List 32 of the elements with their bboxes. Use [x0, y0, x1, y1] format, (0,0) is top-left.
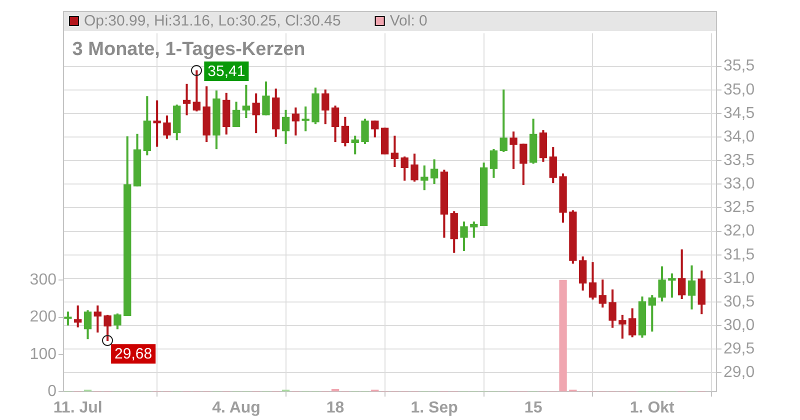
y-tick-label: 31,0 — [724, 270, 755, 287]
x-tick-label: 15 — [524, 400, 542, 417]
x-tick-label: 18 — [326, 400, 344, 417]
y2-tick-label: 100 — [30, 346, 57, 363]
y-tick-label: 30,0 — [724, 317, 755, 334]
annotation: 35,41 — [208, 62, 246, 80]
candlestick — [182, 84, 191, 116]
y2-tick-label: 300 — [30, 272, 57, 289]
x-tick-label: 4. Aug — [212, 400, 260, 417]
legend-label: Op:30.99, Hi:31.16, Lo:30.25, Cl:30.45 — [84, 12, 341, 30]
y-tick-label: 29,0 — [724, 364, 755, 382]
y-tick-label: 34,5 — [724, 104, 755, 122]
legend-label: Vol: 0 — [390, 12, 428, 30]
y-tick-label: 35,5 — [724, 58, 755, 75]
x-tick-label: 1. Sep — [410, 400, 458, 417]
chart-title: 3 Monate, 1-Tages-Kerzen — [72, 39, 306, 60]
y2-tick-label: 0 — [48, 383, 57, 400]
y2-tick-label: 200 — [30, 308, 57, 326]
x-tick-label: 11. Jul — [53, 400, 102, 417]
y-tick-label: 34,0 — [724, 128, 755, 146]
y-tick-label: 35,0 — [724, 81, 755, 98]
x-tick-label: 1. Okt — [630, 400, 676, 417]
y-tick-label: 32,0 — [724, 222, 755, 240]
bar — [559, 280, 567, 392]
y-tick-label: 32,5 — [724, 199, 755, 216]
candlestick — [153, 100, 161, 147]
y-tick-label: 33,0 — [724, 176, 755, 193]
annotation: 29,68 — [114, 346, 152, 363]
y-tick-label: 33,5 — [724, 152, 755, 169]
y-tick-label: 31,5 — [724, 246, 755, 264]
y-tick-label: 30,5 — [724, 293, 755, 310]
y-tick-label: 29,5 — [724, 340, 755, 358]
